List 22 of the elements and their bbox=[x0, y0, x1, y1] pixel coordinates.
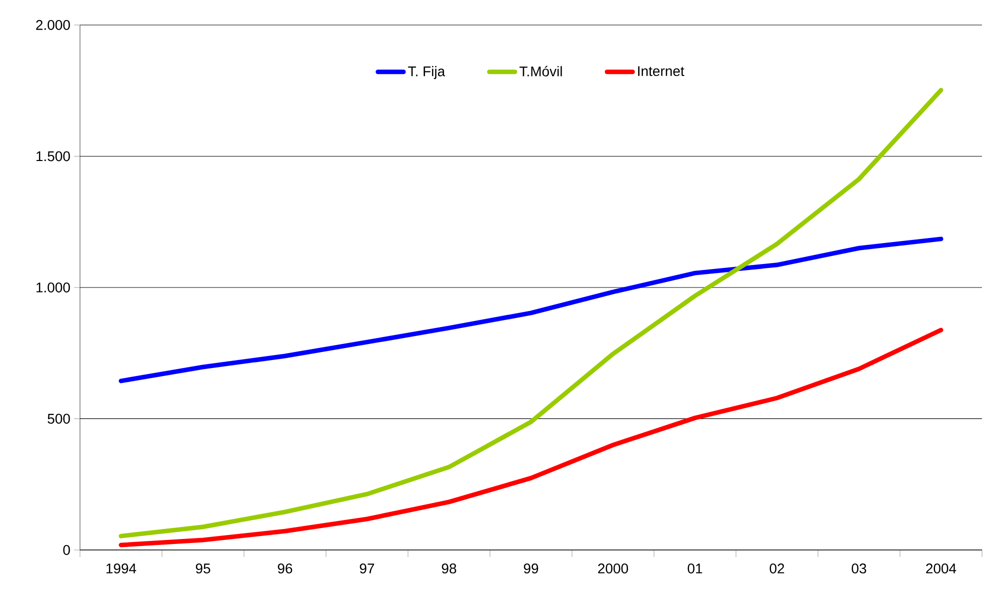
x-tick-label: 2000 bbox=[598, 564, 628, 574]
x-tick-label: 95 bbox=[196, 564, 210, 574]
line-series bbox=[118, 328, 944, 548]
x-tick-label: 2004 bbox=[926, 564, 956, 574]
y-tick-label: 2.000 bbox=[36, 20, 70, 30]
x-tick-label: 96 bbox=[278, 564, 292, 574]
x-tick-label: 02 bbox=[770, 564, 784, 574]
y-tick-label: 0 bbox=[63, 545, 70, 555]
legend-label: T. Fija bbox=[408, 66, 446, 80]
y-tick-label: 1.000 bbox=[36, 282, 70, 292]
y-tick-label: 1.500 bbox=[36, 151, 70, 162]
legend-label: T.Móvil bbox=[520, 66, 562, 76]
x-tick-label: 01 bbox=[688, 564, 702, 574]
x-tick-label: 98 bbox=[442, 564, 456, 574]
x-tick-label: 99 bbox=[524, 564, 538, 574]
line-series bbox=[118, 236, 944, 384]
x-tick-label: 97 bbox=[360, 564, 374, 574]
line-series bbox=[118, 88, 944, 538]
x-tick-label: 1994 bbox=[106, 564, 136, 574]
legend-label: Internet bbox=[638, 66, 684, 76]
y-tick-label: 500 bbox=[48, 414, 70, 424]
x-tick-label: 03 bbox=[852, 564, 866, 574]
